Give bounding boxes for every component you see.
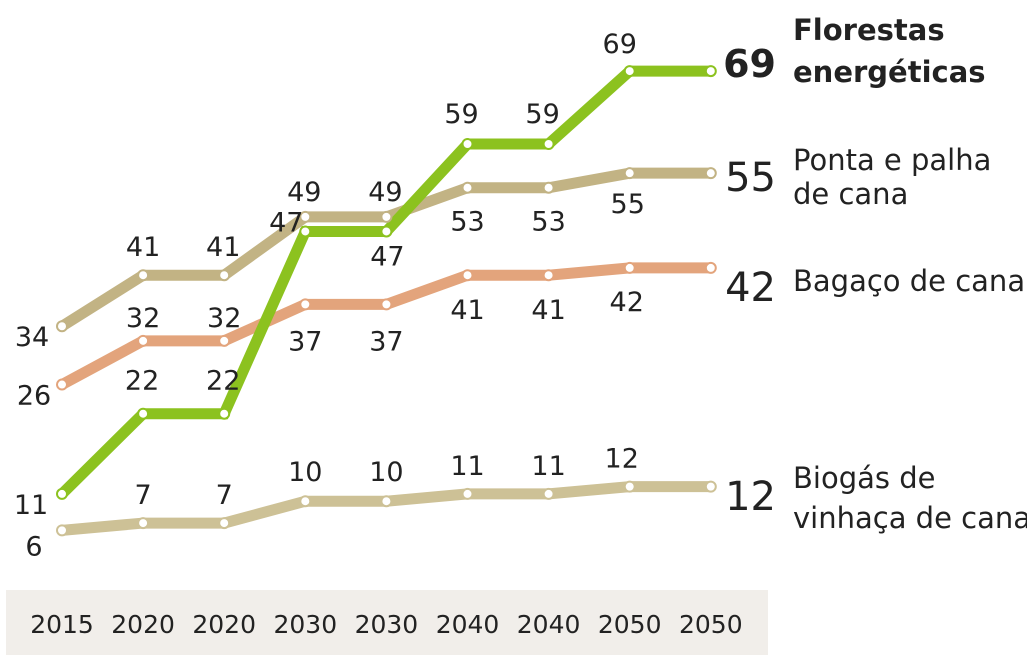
x-tick-label: 2040 xyxy=(517,610,581,639)
data-label: 49 xyxy=(368,177,402,208)
data-point xyxy=(218,269,231,282)
data-point xyxy=(218,517,231,530)
data-label: 11 xyxy=(450,451,484,482)
data-point xyxy=(542,487,555,500)
data-label: 7 xyxy=(216,480,233,511)
data-point xyxy=(56,487,68,500)
data-label: 12 xyxy=(605,444,639,475)
data-label: 41 xyxy=(126,232,160,263)
data-point xyxy=(623,65,636,78)
data-label: 55 xyxy=(611,189,645,220)
data-point xyxy=(56,524,68,537)
data-point xyxy=(542,181,555,194)
series-label: Biogás de xyxy=(793,461,935,495)
data-label: 32 xyxy=(207,303,241,334)
data-point xyxy=(299,495,312,508)
data-point xyxy=(623,167,636,180)
data-point xyxy=(380,298,393,311)
data-point xyxy=(542,269,555,282)
data-label: 32 xyxy=(126,303,160,334)
data-label: 53 xyxy=(531,207,565,238)
data-label: 7 xyxy=(135,480,152,511)
data-point xyxy=(56,378,68,391)
data-point xyxy=(461,487,474,500)
series-label: Florestas xyxy=(793,13,945,47)
data-label: 69 xyxy=(603,29,637,60)
data-point xyxy=(137,407,150,420)
data-label: 41 xyxy=(450,295,484,326)
series-end-value: 42 xyxy=(725,265,776,311)
series-end-labels: 69 Florestas energéticas 55 Ponta e palhade … xyxy=(723,13,1027,535)
data-point xyxy=(623,480,636,493)
data-point xyxy=(218,407,231,420)
series-line-0 xyxy=(56,65,717,500)
data-point xyxy=(380,495,393,508)
data-point xyxy=(380,225,393,238)
data-label: 26 xyxy=(17,381,51,412)
data-point xyxy=(461,269,474,282)
x-tick-label: 2015 xyxy=(30,610,94,639)
x-tick-label: 2030 xyxy=(273,610,337,639)
series-line-3 xyxy=(56,481,717,536)
data-label: 37 xyxy=(369,326,403,357)
data-label: 10 xyxy=(288,457,322,488)
data-point xyxy=(704,167,717,180)
data-label: 59 xyxy=(444,99,478,130)
data-label: 49 xyxy=(287,177,321,208)
x-tick-label: 2050 xyxy=(598,610,662,639)
x-tick-label: 2030 xyxy=(355,610,419,639)
data-point xyxy=(623,261,636,274)
data-point xyxy=(299,298,312,311)
series-label: Bagaço de cana xyxy=(793,264,1025,298)
x-tick-label: 2020 xyxy=(111,610,175,639)
data-label: 11 xyxy=(14,490,48,521)
series-label: Ponta e palha xyxy=(793,143,991,177)
data-point xyxy=(137,334,150,347)
data-point xyxy=(704,65,717,78)
data-label: 10 xyxy=(369,457,403,488)
series-end-value: 55 xyxy=(725,155,776,201)
data-label: 34 xyxy=(15,322,49,353)
series-label: vinhaça de cana xyxy=(793,501,1027,535)
data-label: 53 xyxy=(450,207,484,238)
data-label: 37 xyxy=(288,326,322,357)
x-tick-label: 2050 xyxy=(679,610,743,639)
x-tick-label: 2020 xyxy=(192,610,256,639)
data-point xyxy=(704,261,717,274)
series-end-value: 12 xyxy=(725,474,776,520)
data-point xyxy=(461,137,474,150)
data-point xyxy=(380,210,393,223)
data-label: 47 xyxy=(370,241,404,272)
data-point xyxy=(299,225,312,238)
data-label: 42 xyxy=(610,287,644,318)
data-label: 6 xyxy=(25,531,42,562)
data-label: 22 xyxy=(206,366,240,397)
data-point xyxy=(542,137,555,150)
value-labels: 11 22 22 47 47 59 59 69 34 41 41 49 49 53 53 55 26 32 32 37… xyxy=(14,29,645,562)
data-label: 47 xyxy=(269,207,303,238)
data-label: 22 xyxy=(125,366,159,397)
data-label: 41 xyxy=(206,232,240,263)
x-tick-label: 2040 xyxy=(436,610,500,639)
data-point xyxy=(218,334,231,347)
data-label: 59 xyxy=(525,99,559,130)
series-label: energéticas xyxy=(793,55,986,89)
series-points xyxy=(56,65,717,537)
series-label: de cana xyxy=(793,177,908,211)
data-point xyxy=(299,210,312,223)
data-point xyxy=(137,269,150,282)
x-axis-band xyxy=(6,590,768,655)
x-axis-ticks: 2015 2020 2020 2030 2030 2040 2040 2050 2050 xyxy=(30,610,742,639)
data-point xyxy=(56,320,68,333)
data-point xyxy=(461,181,474,194)
data-label: 11 xyxy=(531,451,565,482)
data-label: 41 xyxy=(531,295,565,326)
series-end-value: 69 xyxy=(723,42,776,86)
data-point xyxy=(137,517,150,530)
data-point xyxy=(704,480,717,493)
